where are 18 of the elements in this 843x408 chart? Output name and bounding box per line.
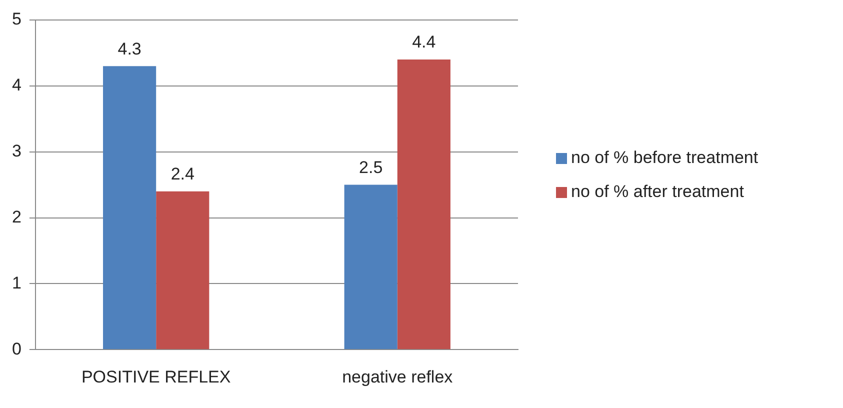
y-tick-label: 2 <box>12 207 22 226</box>
legend-label: no of % after treatment <box>571 182 744 202</box>
bar <box>397 60 450 350</box>
x-tick-label: POSITIVE REFLEX <box>81 367 231 386</box>
data-label: 4.3 <box>118 39 142 58</box>
legend-label: no of % before treatment <box>571 148 758 168</box>
data-label: 2.5 <box>359 158 383 177</box>
bar <box>344 184 398 350</box>
data-label: 2.4 <box>170 164 194 184</box>
y-tick-label: 1 <box>12 273 22 292</box>
y-tick-label: 4 <box>12 76 22 95</box>
y-tick-label: 5 <box>12 10 22 29</box>
y-tick-label: 0 <box>12 339 22 358</box>
x-tick-label: negative reflex <box>342 367 454 386</box>
data-label: 4.4 <box>412 32 436 52</box>
bar <box>156 191 210 350</box>
bar <box>103 66 156 350</box>
y-tick-label: 3 <box>12 142 22 161</box>
